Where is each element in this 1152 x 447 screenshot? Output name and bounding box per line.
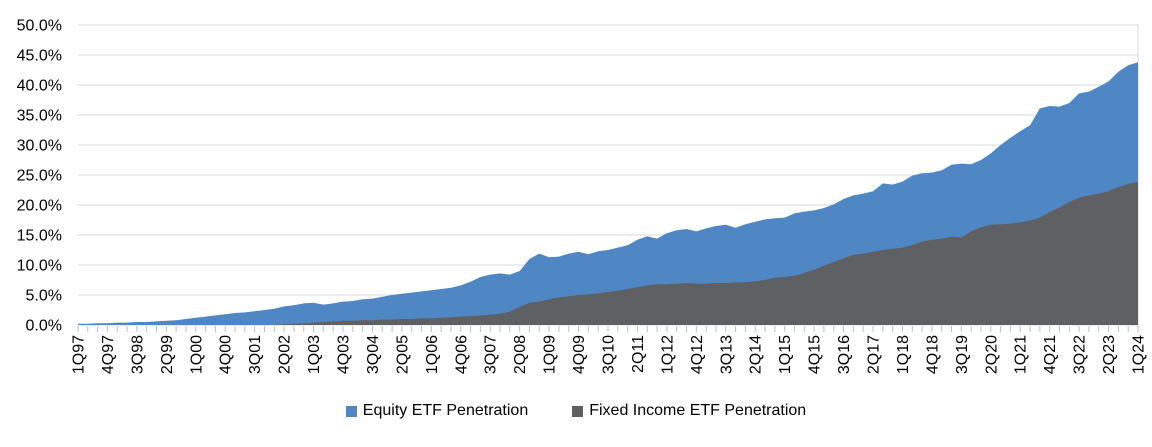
y-axis-label: 15.0% — [17, 228, 62, 245]
x-axis-label: 2Q17 — [866, 335, 883, 374]
legend-item-fixed-income: Fixed Income ETF Penetration — [572, 403, 806, 419]
x-axis-label: 1Q00 — [188, 335, 205, 374]
y-axis-label: 0.0% — [26, 318, 62, 335]
y-axis-label: 50.0% — [17, 18, 62, 35]
fixed-income-legend-label: Fixed Income ETF Penetration — [589, 402, 807, 419]
y-axis-label: 5.0% — [26, 288, 62, 305]
x-axis-label: 2Q20 — [983, 335, 1000, 374]
y-axis-label: 40.0% — [17, 78, 62, 95]
x-axis-label: 4Q97 — [100, 335, 117, 374]
area-fixed-income-etf-penetration — [78, 182, 1138, 325]
x-axis-label: 3Q16 — [836, 335, 853, 374]
x-axis-label: 1Q12 — [659, 335, 676, 374]
x-axis-label: 2Q14 — [748, 335, 765, 374]
y-axis-label: 10.0% — [17, 258, 62, 275]
x-axis-label: 3Q22 — [1072, 335, 1089, 374]
x-axis-label: 4Q06 — [453, 335, 470, 374]
y-axis-label: 25.0% — [17, 168, 62, 185]
x-axis-label: 1Q21 — [1013, 335, 1030, 374]
x-axis-label: 1Q15 — [777, 335, 794, 374]
fixed-income-legend-swatch-icon — [572, 405, 584, 417]
x-axis-label: 3Q10 — [601, 335, 618, 374]
x-axis-label: 2Q99 — [159, 335, 176, 374]
y-axis-label: 45.0% — [17, 48, 62, 65]
x-axis-label: 3Q04 — [365, 335, 382, 374]
y-axis-label: 35.0% — [17, 108, 62, 125]
x-axis-label: 1Q97 — [71, 335, 88, 374]
legend-item-equity: Equity ETF Penetration — [345, 402, 529, 419]
x-axis-label: 3Q19 — [954, 335, 971, 374]
x-axis-label: 4Q09 — [571, 335, 588, 374]
x-axis-label: 2Q02 — [277, 335, 294, 374]
chart-plot-area: 0.0% 5.0% 10.0% 15.0% 20.0% 25.0% 30.0% 35.0% 40… — [17, 18, 1148, 375]
y-axis-label: 30.0% — [17, 138, 62, 155]
x-axis-label: 4Q21 — [1042, 335, 1059, 374]
x-axis-label: 2Q08 — [512, 335, 529, 374]
x-axis-label: 3Q98 — [129, 335, 146, 374]
x-axis-label: 3Q13 — [718, 335, 735, 374]
x-axis-label: 1Q18 — [895, 335, 912, 374]
x-axis-label: 1Q06 — [424, 335, 441, 374]
x-axis-label: 3Q01 — [247, 335, 264, 374]
x-axis-label: 4Q00 — [218, 335, 235, 374]
x-axis-label: 3Q07 — [483, 335, 500, 374]
x-axis-label: 1Q03 — [306, 335, 323, 374]
x-axis-label: 2Q11 — [630, 335, 647, 373]
x-axis-label: 4Q12 — [689, 335, 706, 374]
x-axis-label: 4Q15 — [807, 335, 824, 374]
y-axis-label: 20.0% — [17, 198, 62, 215]
x-axis-label: 4Q18 — [924, 335, 941, 374]
equity-legend-label: Equity ETF Penetration — [362, 402, 529, 419]
equity-legend-swatch-icon — [345, 405, 357, 417]
x-axis-label: 1Q24 — [1131, 335, 1148, 374]
chart-legend: Equity ETF Penetration Fixed Income ETF … — [0, 401, 1152, 421]
x-axis-label: 2Q05 — [394, 335, 411, 374]
x-axis-label: 4Q03 — [336, 335, 353, 374]
x-axis-label: 1Q09 — [542, 335, 559, 374]
x-axis-label: 2Q23 — [1101, 335, 1118, 374]
